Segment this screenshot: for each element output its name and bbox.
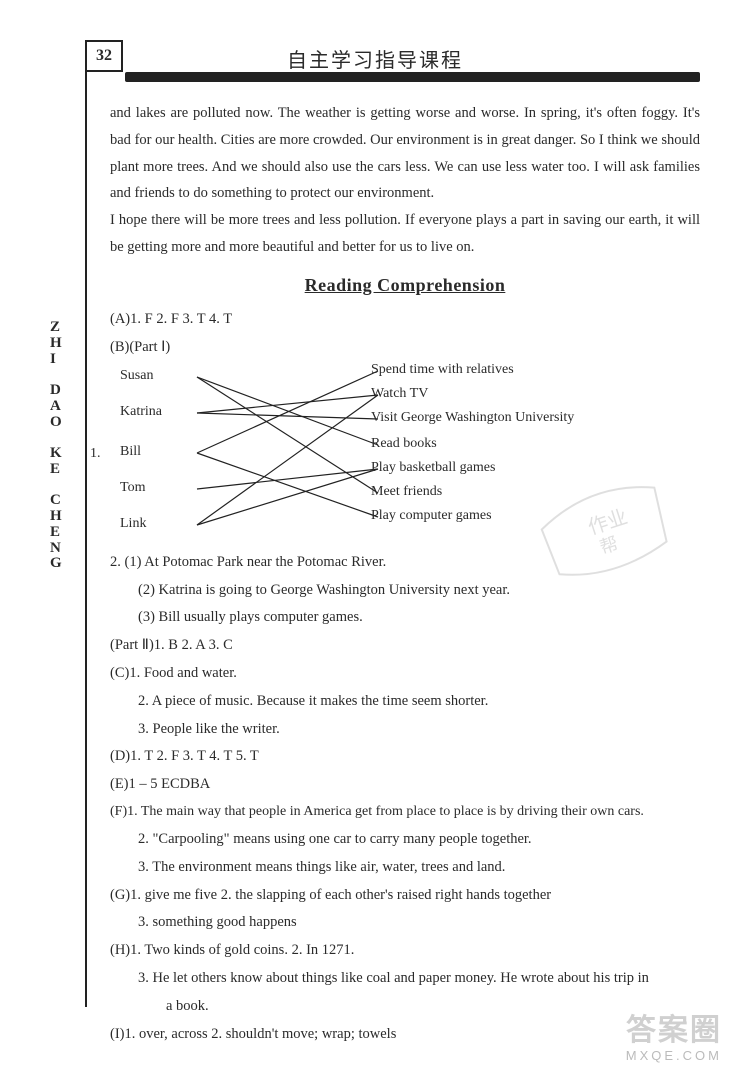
- side-pinyin: ZHI DAO KE CHENG: [50, 320, 64, 572]
- answer-B2-3: (3) Bill usually plays computer games.: [110, 604, 700, 631]
- answer-H-2: 3. He let others know about things like …: [110, 965, 700, 992]
- diagram-left-label: Susan: [120, 369, 153, 383]
- answer-D: (D)1. T 2. F 3. T 4. T 5. T: [110, 743, 700, 770]
- answer-PartII: (Part Ⅱ)1. B 2. A 3. C: [110, 632, 700, 659]
- diagram-right-label: Play basketball games: [371, 461, 495, 475]
- watermark-main: 答案圈: [626, 1005, 722, 1049]
- answer-C-2: 2. A piece of music. Because it makes th…: [110, 688, 700, 715]
- diagram-right-label: Play computer games: [371, 509, 492, 523]
- answer-F-1: (F)1. The main way that people in Americ…: [110, 799, 700, 825]
- answer-F-2: 2. "Carpooling" means using one car to c…: [110, 826, 700, 853]
- diagram-right-label: Spend time with relatives: [371, 363, 514, 377]
- answer-A: (A)1. F 2. F 3. T 4. T: [110, 306, 700, 333]
- diagram-right-label: Meet friends: [371, 485, 442, 499]
- answer-G-2: 3. something good happens: [110, 909, 700, 936]
- diagram-right-label: Watch TV: [371, 387, 428, 401]
- section-heading: Reading Comprehension: [110, 269, 700, 302]
- diagram-right-label: Read books: [371, 437, 437, 451]
- diagram-left-label: Tom: [120, 481, 145, 495]
- answer-G-1: (G)1. give me five 2. the slapping of ea…: [110, 882, 700, 909]
- svg-text:帮: 帮: [597, 533, 620, 558]
- diagram-question-number: 1.: [90, 447, 101, 461]
- diagram-left-label: Bill: [120, 445, 141, 459]
- answer-B2-2: (2) Katrina is going to George Washingto…: [110, 577, 700, 604]
- answer-H-1: (H)1. Two kinds of gold coins. 2. In 127…: [110, 937, 700, 964]
- intro-paragraph-1: and lakes are polluted now. The weather …: [110, 100, 700, 207]
- header-title: 自主学习指导课程: [0, 44, 750, 73]
- answer-H-3: a book.: [110, 993, 700, 1020]
- header-bar: [125, 72, 700, 82]
- answer-B-header: (B)(Part Ⅰ): [110, 334, 700, 361]
- diagram-right-label: Visit George Washington University: [371, 411, 574, 425]
- intro-paragraph-2: I hope there will be more trees and less…: [110, 207, 700, 261]
- answer-C-1: (C)1. Food and water.: [110, 660, 700, 687]
- answer-I: (I)1. over, across 2. shouldn't move; wr…: [110, 1021, 700, 1048]
- diagram-left-label: Katrina: [120, 405, 162, 419]
- vertical-rule: [85, 40, 87, 1007]
- answer-C-3: 3. People like the writer.: [110, 716, 700, 743]
- answer-E: (E)1 – 5 ECDBA: [110, 771, 700, 798]
- diagram-left-label: Link: [120, 517, 146, 531]
- watermark-sub: MXQE.COM: [626, 1048, 722, 1063]
- page: 32 自主学习指导课程 ZHI DAO KE CHENG and lakes a…: [0, 0, 750, 1067]
- answer-F-3: 3. The environment means things like air…: [110, 854, 700, 881]
